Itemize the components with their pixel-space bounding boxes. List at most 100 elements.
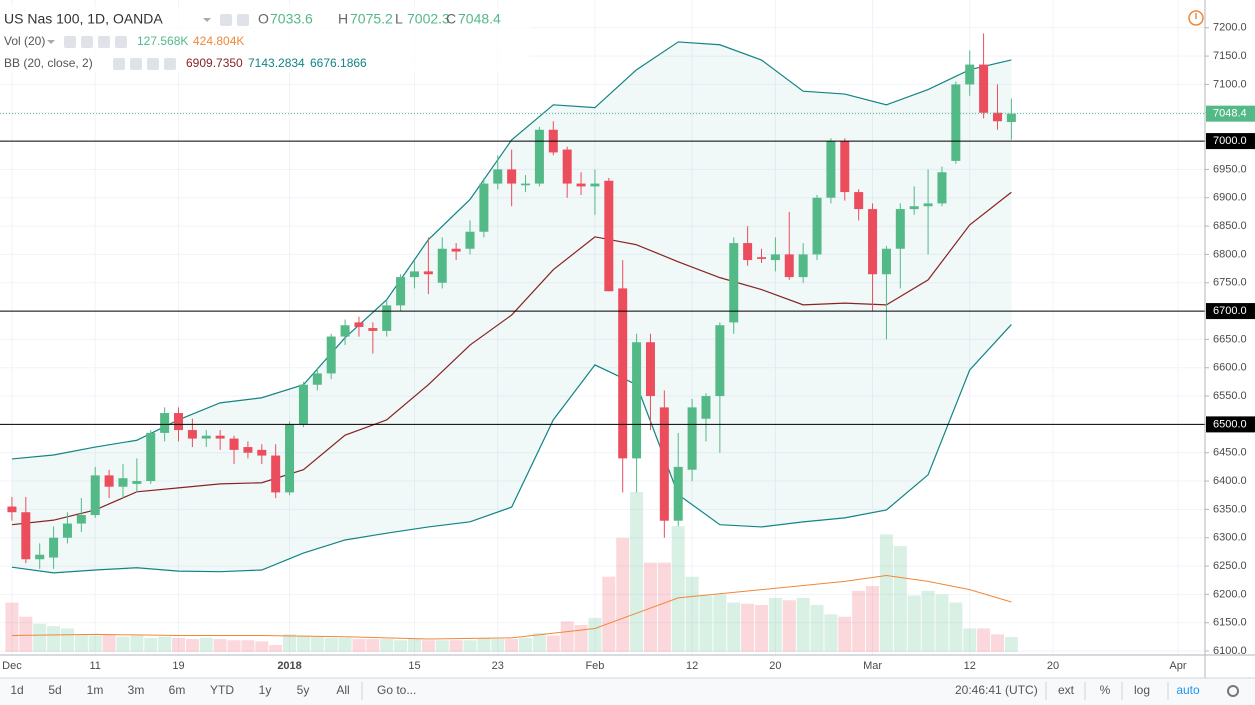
legend-icon[interactable] <box>115 36 127 48</box>
candle-body <box>298 384 308 425</box>
candle-body <box>146 432 156 482</box>
ohlc-label: C <box>446 11 456 27</box>
candle-body <box>62 523 72 538</box>
volume-bar <box>921 590 935 652</box>
range-button[interactable]: 5d <box>48 683 61 697</box>
legend-icon[interactable] <box>237 14 249 26</box>
volume-bar <box>449 640 463 652</box>
y-tick-label: 6250.0 <box>1213 560 1247 572</box>
volume-bar <box>227 640 241 652</box>
candle-body <box>604 180 614 292</box>
candle-body <box>174 413 184 431</box>
range-button[interactable]: 1m <box>87 683 104 697</box>
range-button[interactable]: 1d <box>10 683 23 697</box>
volume-bar <box>269 644 283 652</box>
volume-legend: Vol (20) <box>4 34 45 48</box>
bb-last: 6676.1866 <box>310 56 367 70</box>
x-tick-label: 12 <box>964 660 976 672</box>
volume-bar <box>310 636 324 652</box>
candle-body <box>215 435 225 439</box>
volume-bar <box>866 586 880 652</box>
range-button[interactable]: 5y <box>297 683 310 697</box>
candle-body <box>354 322 364 327</box>
y-tick-label: 6200.0 <box>1213 588 1247 600</box>
range-button[interactable]: YTD <box>210 683 234 697</box>
bb-last: 7143.2834 <box>248 56 305 70</box>
candle-body <box>770 254 780 261</box>
candle-body <box>895 209 905 249</box>
ohlc-value: 7048.4 <box>458 11 501 27</box>
dropdown-arrow[interactable] <box>203 18 211 22</box>
volume-bar <box>421 640 435 652</box>
volume-bar <box>588 617 602 652</box>
volume-bar <box>796 597 810 652</box>
y-tick-label: 7200.0 <box>1213 22 1247 34</box>
range-button[interactable]: 1y <box>259 683 272 697</box>
candle-body <box>881 248 891 275</box>
price-label: 7000.0 <box>1213 135 1247 147</box>
legend-icon[interactable] <box>113 58 125 70</box>
candle-body <box>257 449 267 456</box>
volume-bar <box>491 639 505 652</box>
goto-button[interactable]: Go to... <box>377 683 416 697</box>
legend-icon[interactable] <box>64 36 76 48</box>
volume-bar <box>574 624 588 652</box>
candle-body <box>132 481 142 484</box>
volume-bar <box>671 526 685 652</box>
last-price-box <box>1206 105 1255 122</box>
option-button[interactable]: ext <box>1058 683 1075 697</box>
volume-bar <box>963 628 977 652</box>
candle-body <box>187 430 197 439</box>
option-button[interactable]: % <box>1100 683 1111 697</box>
volume-bar <box>463 640 477 652</box>
candle-body <box>757 257 767 259</box>
candle-body <box>909 206 919 210</box>
candle-body <box>965 64 975 85</box>
volume-bar <box>296 635 310 652</box>
candle-body <box>118 478 128 487</box>
clock[interactable]: 20:46:41 (UTC) <box>955 683 1038 697</box>
volume-bar <box>713 594 727 652</box>
volume-bar <box>519 637 533 652</box>
legend-icon[interactable] <box>164 58 176 70</box>
volume-bar <box>657 562 671 652</box>
range-button[interactable]: 6m <box>169 683 186 697</box>
candle-body <box>576 183 586 187</box>
bb-last: 6909.7350 <box>186 56 243 70</box>
volume-bar <box>130 635 144 652</box>
legend-icon[interactable] <box>147 58 159 70</box>
y-tick-label: 6350.0 <box>1213 503 1247 515</box>
x-tick-label: 12 <box>686 660 698 672</box>
volume-bar <box>407 639 421 652</box>
volume-bar <box>380 639 394 652</box>
ohlc-label: O <box>258 11 269 27</box>
y-tick-label: 6650.0 <box>1213 333 1247 345</box>
last-price-label: 7048.4 <box>1213 108 1247 120</box>
range-button[interactable]: 3m <box>128 683 145 697</box>
legend-icon[interactable] <box>81 36 93 48</box>
legend-icon[interactable] <box>130 58 142 70</box>
candle-body <box>465 231 475 249</box>
candle-body <box>743 243 753 261</box>
range-button[interactable]: All <box>336 683 349 697</box>
y-tick-label: 6900.0 <box>1213 192 1247 204</box>
dropdown-arrow[interactable] <box>47 40 55 44</box>
settings-icon[interactable] <box>1227 685 1239 697</box>
option-button[interactable]: log <box>1134 683 1150 697</box>
candle-body <box>854 192 864 210</box>
volume-bar <box>935 594 949 652</box>
volume-bar <box>699 595 713 652</box>
legend-icon[interactable] <box>220 14 232 26</box>
candle-body <box>951 84 961 161</box>
ohlc-label: H <box>338 11 348 27</box>
option-button[interactable]: auto <box>1176 683 1200 697</box>
volume-bar <box>185 639 199 652</box>
alert-icon[interactable] <box>1188 10 1204 26</box>
candle-body <box>423 271 433 275</box>
band-fill <box>11 41 1012 573</box>
volume-bar <box>546 635 560 652</box>
legend-icon[interactable] <box>98 36 110 48</box>
volume-bar <box>824 614 838 652</box>
candle-body <box>701 396 711 419</box>
